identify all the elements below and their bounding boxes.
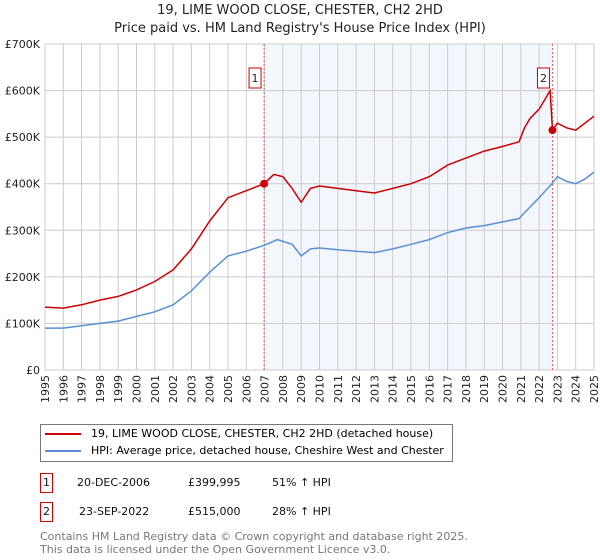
legend-item-property: 19, LIME WOOD CLOSE, CHESTER, CH2 2HD (d…	[45, 425, 444, 442]
chart-title: 19, LIME WOOD CLOSE, CHESTER, CH2 2HD	[157, 3, 443, 18]
transaction-price: £515,000	[188, 505, 241, 518]
transaction-row: 1 20-DEC-2006 £399,995 51% ↑ HPI	[40, 473, 440, 493]
x-tick-label: 2008	[277, 375, 290, 403]
annotation-badge	[536, 67, 550, 89]
transaction-date: 20-DEC-2006	[77, 476, 151, 489]
x-tick-label: 1998	[94, 375, 107, 403]
x-tick-label: 2007	[259, 375, 272, 403]
x-tick-label: 2016	[423, 375, 436, 403]
x-tick-label: 2021	[515, 375, 528, 403]
sale-point	[548, 126, 557, 135]
y-tick-label: £100K	[5, 317, 41, 330]
y-tick-label: £200K	[5, 271, 41, 284]
x-tick-label: 2006	[240, 375, 253, 403]
y-tick-label: £600K	[5, 85, 41, 98]
x-tick-label: 2001	[149, 375, 162, 403]
annotation-label: 1	[252, 72, 259, 85]
chart-subtitle: Price paid vs. HM Land Registry's House …	[114, 21, 486, 36]
transaction-date: 23-SEP-2022	[79, 505, 150, 518]
transaction-row: 2 23-SEP-2022 £515,000 28% ↑ HPI	[40, 502, 440, 522]
legend-label: 19, LIME WOOD CLOSE, CHESTER, CH2 2HD (d…	[91, 427, 434, 440]
shaded-ownership-region	[264, 44, 553, 370]
legend: 19, LIME WOOD CLOSE, CHESTER, CH2 2HD (d…	[40, 424, 453, 462]
x-tick-label: 1995	[39, 375, 52, 403]
x-tick-label: 2024	[570, 375, 583, 403]
x-tick-label: 2015	[405, 375, 418, 403]
transaction-hpi: 28% ↑ HPI	[272, 505, 331, 518]
series-line	[45, 171, 595, 329]
x-tick-label: 2011	[332, 375, 345, 403]
y-tick-label: £300K	[5, 224, 41, 237]
x-tick-label: 2010	[314, 375, 327, 403]
x-tick-label: 2012	[350, 375, 363, 403]
y-tick-label: £700K	[5, 38, 41, 51]
x-tick-label: 2009	[295, 375, 308, 403]
legend-swatch	[45, 449, 81, 452]
legend-label: HPI: Average price, detached house, Ches…	[91, 444, 444, 457]
x-tick-label: 2023	[551, 375, 564, 403]
x-tick-label: 2018	[460, 375, 473, 403]
annotation-label: 2	[540, 72, 547, 85]
x-tick-label: 2017	[442, 375, 455, 403]
plot-area: 1995 1996 1997 1998 1999 2000 2001 2002 2003 2004…	[5, 38, 600, 403]
x-tick-label: 2004	[204, 375, 217, 403]
footer-line: This data is licensed under the Open Gov…	[40, 543, 391, 556]
footer-line: Contains HM Land Registry data © Crown c…	[40, 530, 468, 543]
y-tick-label: £0	[26, 364, 40, 377]
footer: Contains HM Land Registry data © Crown c…	[40, 530, 468, 556]
x-tick-label: 2013	[368, 375, 381, 403]
legend-item-hpi: HPI: Average price, detached house, Ches…	[45, 442, 444, 459]
x-tick-label: 1997	[76, 375, 89, 403]
x-tick-label: 1996	[57, 375, 70, 403]
transaction-badge: 2	[40, 502, 53, 522]
x-tick-label: 2019	[478, 375, 491, 403]
x-tick-label: 1999	[112, 375, 125, 403]
x-tick-label: 2014	[387, 375, 400, 403]
legend-swatch	[45, 432, 81, 435]
x-tick-label: 2003	[185, 375, 198, 403]
x-tick-label: 2022	[533, 375, 546, 403]
y-tick-label: £500K	[5, 131, 41, 144]
transaction-badge: 1	[40, 473, 53, 493]
y-tick-label: £400K	[5, 178, 41, 191]
transaction-price: £399,995	[188, 476, 241, 489]
x-tick-label: 2020	[497, 375, 510, 403]
x-tick-label: 2002	[167, 375, 180, 403]
x-tick-label: 2025	[588, 375, 600, 403]
annotation-badge	[248, 67, 262, 89]
x-tick-label: 2000	[131, 375, 144, 403]
x-tick-label: 2005	[222, 375, 235, 403]
sale-point	[260, 179, 269, 188]
transaction-hpi: 51% ↑ HPI	[272, 476, 331, 489]
series-line	[44, 88, 595, 309]
